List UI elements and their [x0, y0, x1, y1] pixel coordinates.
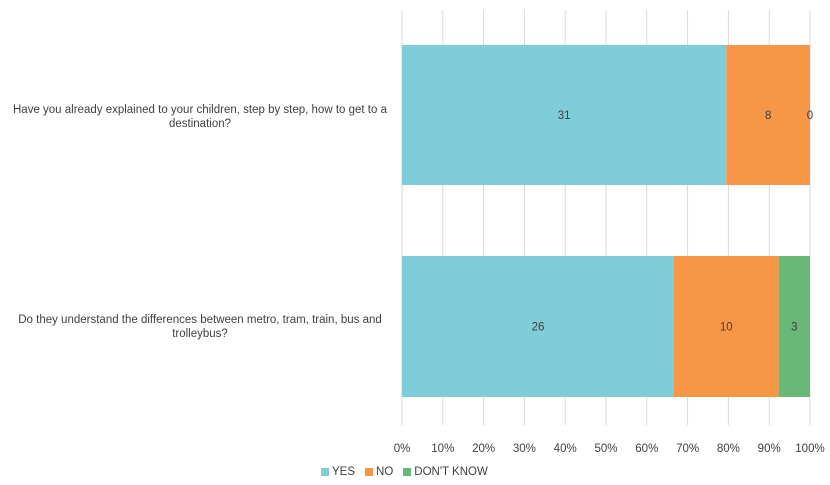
x-tick-label: 60% [635, 443, 658, 455]
bar-segment [778, 256, 810, 397]
category-label-2: Do they understand the differences betwe… [18, 314, 382, 340]
bar-segment [402, 256, 674, 397]
legend: YES NO DON'T KNOW [321, 466, 488, 478]
legend-swatch-dont-know [403, 468, 412, 476]
legend-swatch-yes [321, 468, 329, 476]
bars [402, 45, 810, 397]
bar-segment [402, 45, 727, 185]
bar-segment [674, 256, 779, 397]
data-label: 0 [807, 110, 813, 122]
legend-item-no: NO [365, 466, 393, 478]
legend-swatch-no [365, 468, 374, 476]
legend-label-no: NO [376, 466, 394, 478]
x-axis-ticks: 0% 10% 20% 30% 40% 50% 60% 70% 80% 90% 100% [394, 443, 825, 455]
legend-label-yes: YES [332, 466, 356, 478]
x-tick-label: 20% [472, 443, 495, 455]
legend-item-yes: YES [321, 466, 355, 478]
data-label: 26 [532, 322, 545, 334]
value-labels: 31 8 0 26 10 3 [532, 110, 814, 334]
x-tick-label: 90% [758, 443, 781, 455]
data-label: 31 [558, 110, 571, 122]
x-tick-label: 10% [431, 443, 454, 455]
data-label: 10 [720, 322, 733, 334]
x-tick-label: 50% [594, 443, 617, 455]
data-label: 3 [791, 322, 797, 334]
x-tick-label: 70% [676, 443, 699, 455]
category-label-1: Have you already explained to your child… [13, 104, 387, 130]
x-tick-label: 0% [394, 443, 411, 455]
legend-item-dont-know: DON'T KNOW [403, 466, 488, 478]
x-tick-label: 40% [554, 443, 577, 455]
bar-segment [726, 45, 810, 185]
data-label: 8 [765, 110, 771, 122]
x-tick-label: 100% [795, 443, 824, 455]
x-tick-label: 80% [717, 443, 740, 455]
x-tick-label: 30% [513, 443, 536, 455]
legend-label-dont-know: DON'T KNOW [414, 466, 488, 478]
